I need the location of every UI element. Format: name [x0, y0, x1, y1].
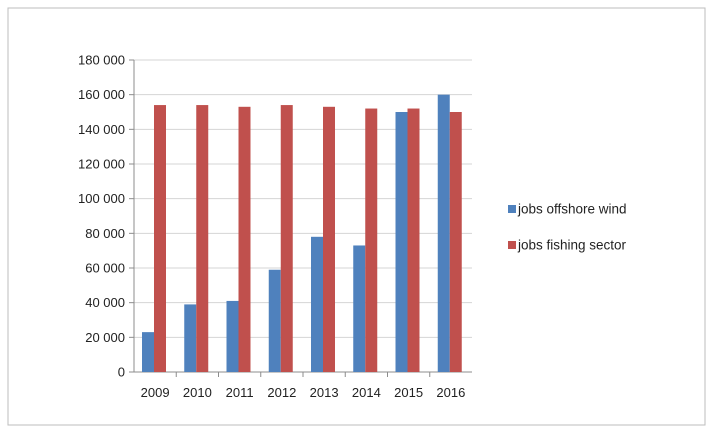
bars: [142, 94, 462, 373]
y-tick-label: 160 000: [78, 87, 125, 102]
bar-fishing-sector-2010: [196, 105, 209, 373]
y-tick-label: 80 000: [85, 226, 125, 241]
y-tick-label: 100 000: [78, 191, 125, 206]
bar-offshore-wind-2016: [437, 94, 450, 373]
bar-fishing-sector-2012: [280, 105, 293, 373]
bar-fishing-sector-2009: [154, 105, 166, 373]
x-tick-label: 2013: [310, 385, 339, 400]
y-tick-label: 60 000: [85, 261, 125, 276]
legend-swatch: [508, 241, 516, 249]
bar-offshore-wind-2013: [311, 236, 323, 372]
x-tick-label: 2010: [183, 385, 212, 400]
bar-fishing-sector-2011: [238, 106, 251, 373]
x-tick-label: 2016: [436, 385, 465, 400]
bar-offshore-wind-2011: [226, 300, 239, 372]
tick-labels: 0 20 000 40 000 60 000 80 000 100 000 120 000 1…: [78, 53, 465, 401]
x-tick-label: 2012: [267, 385, 296, 400]
y-tick-label: 140 000: [78, 122, 125, 137]
bar-offshore-wind-2012: [268, 269, 281, 372]
bar-fishing-sector-2015: [407, 108, 420, 373]
bar-fishing-sector-2016: [449, 112, 462, 372]
bar-fishing-sector-2013: [323, 106, 335, 373]
bar-offshore-wind-2015: [395, 112, 408, 372]
legend: jobs offshore wind jobs fishing sector: [508, 202, 627, 253]
legend-label: jobs offshore wind: [517, 202, 627, 217]
y-tick-label: 120 000: [78, 157, 125, 172]
bar-offshore-wind-2014: [353, 245, 366, 372]
y-tick-label: 20 000: [85, 330, 125, 345]
x-tick-label: 2011: [226, 385, 254, 400]
y-tick-label: 0: [118, 365, 125, 380]
x-tick-label: 2009: [141, 385, 170, 400]
bar-offshore-wind-2009: [142, 332, 154, 372]
x-tick-label: 2014: [352, 385, 381, 400]
x-tick-label: 2015: [394, 385, 423, 400]
y-tick-label: 180 000: [78, 53, 125, 68]
bar-offshore-wind-2010: [184, 304, 197, 372]
legend-swatch: [508, 205, 516, 213]
legend-label: jobs fishing sector: [517, 238, 627, 253]
bar-fishing-sector-2014: [365, 108, 378, 373]
y-tick-label: 40 000: [85, 295, 125, 310]
